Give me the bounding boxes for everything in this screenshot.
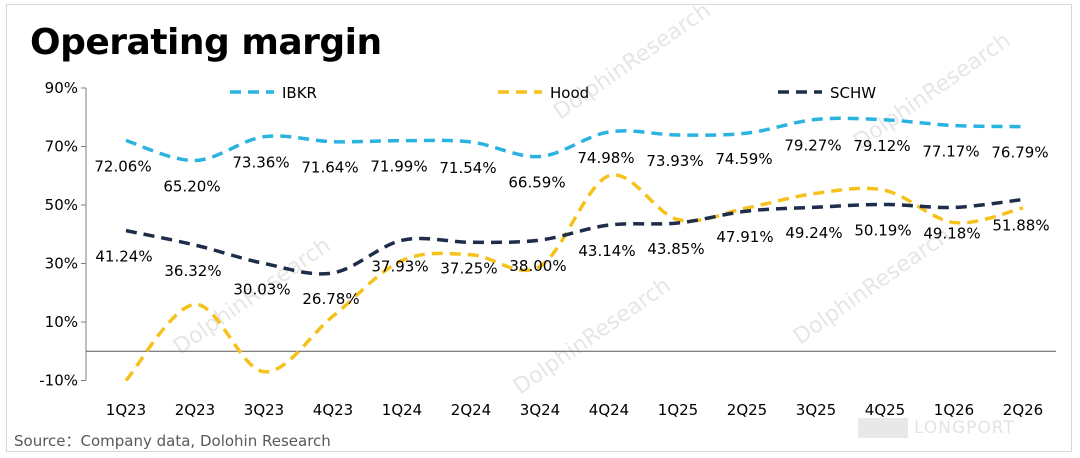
data-label-schw: 36.32% <box>164 262 221 280</box>
x-tick-label: 1Q23 <box>106 401 146 419</box>
x-tick-label: 3Q23 <box>244 401 284 419</box>
data-label-ibkr: 79.12% <box>853 137 910 155</box>
x-tick-label: 2Q24 <box>451 401 491 419</box>
data-label-schw: 38.00% <box>509 257 566 275</box>
data-label-ibkr: 71.99% <box>370 158 427 176</box>
labels-layer: 72.06% 65.20% 73.36% 71.64% 71.99% 71.54% 66.5… <box>94 136 1049 308</box>
y-tick-label: 90% <box>45 79 78 97</box>
axes-layer: 90% 70% 50% 30% 10% -10% 1Q23 2Q23 3Q23 4Q23 1Q24 2… <box>39 79 1056 419</box>
data-label-schw: 43.14% <box>578 242 635 260</box>
lines-layer <box>124 116 1024 382</box>
y-tick-label: 50% <box>45 196 78 214</box>
data-label-ibkr: 71.54% <box>439 159 496 177</box>
data-label-schw: 50.19% <box>854 221 911 239</box>
data-label-ibkr: 77.17% <box>922 143 979 161</box>
y-tick-label: 30% <box>45 255 78 273</box>
source-note: Source：Company data, Dolohin Research <box>14 432 331 450</box>
data-label-ibkr: 74.98% <box>577 149 634 167</box>
x-tick-label: 1Q24 <box>382 401 422 419</box>
brand-watermark: LONGPORT <box>858 418 1015 438</box>
chart-title: Operating margin <box>30 22 382 63</box>
x-tick-label: 3Q25 <box>796 401 836 419</box>
brand-logo-icon <box>858 418 908 438</box>
data-label-schw: 37.25% <box>440 259 497 277</box>
data-label-schw: 49.24% <box>785 224 842 242</box>
legend-label-hood: Hood <box>550 84 589 102</box>
brand-text: LONGPORT <box>914 418 1015 438</box>
data-label-ibkr: 73.93% <box>646 152 703 170</box>
data-label-schw: 26.78% <box>302 290 359 308</box>
data-label-ibkr: 65.20% <box>163 178 220 196</box>
x-tick-label: 4Q25 <box>865 401 905 419</box>
watermark-text: DolphinResearch <box>509 273 675 400</box>
data-label-schw: 47.91% <box>716 228 773 246</box>
legend-label-ibkr: IBKR <box>282 84 317 102</box>
x-tick-label: 3Q24 <box>520 401 560 419</box>
x-tick-label: 2Q23 <box>175 401 215 419</box>
data-label-ibkr: 79.27% <box>784 136 841 154</box>
y-tick-label: 10% <box>45 313 78 331</box>
x-tick-label: 2Q26 <box>1003 401 1043 419</box>
data-label-ibkr: 66.59% <box>508 173 565 191</box>
x-tick-label: 2Q25 <box>727 401 767 419</box>
legend-layer: IBKR Hood SCHW <box>230 84 876 102</box>
y-tick-label: -10% <box>39 372 78 390</box>
data-label-ibkr: 74.59% <box>715 150 772 168</box>
data-label-ibkr: 76.79% <box>991 144 1048 162</box>
data-label-schw: 41.24% <box>95 248 152 266</box>
data-label-schw: 43.85% <box>647 240 704 258</box>
data-label-schw: 51.88% <box>992 217 1049 235</box>
series-line-ibkr <box>125 116 1024 163</box>
data-label-schw: 30.03% <box>233 280 290 298</box>
y-tick-label: 70% <box>45 138 78 156</box>
series-line-schw <box>125 197 1024 276</box>
watermark-text: DolphinResearch <box>549 0 715 125</box>
data-label-ibkr: 72.06% <box>94 157 151 175</box>
data-label-schw: 37.93% <box>371 257 428 275</box>
data-label-ibkr: 73.36% <box>232 154 289 172</box>
x-tick-label: 1Q26 <box>934 401 974 419</box>
data-label-schw: 49.18% <box>923 224 980 242</box>
legend-label-schw: SCHW <box>830 84 876 102</box>
x-tick-label: 1Q25 <box>658 401 698 419</box>
x-tick-label: 4Q23 <box>313 401 353 419</box>
x-tick-label: 4Q24 <box>589 401 629 419</box>
chart-frame <box>6 4 1072 452</box>
series-line-hood <box>124 173 1024 382</box>
data-label-ibkr: 71.64% <box>301 159 358 177</box>
